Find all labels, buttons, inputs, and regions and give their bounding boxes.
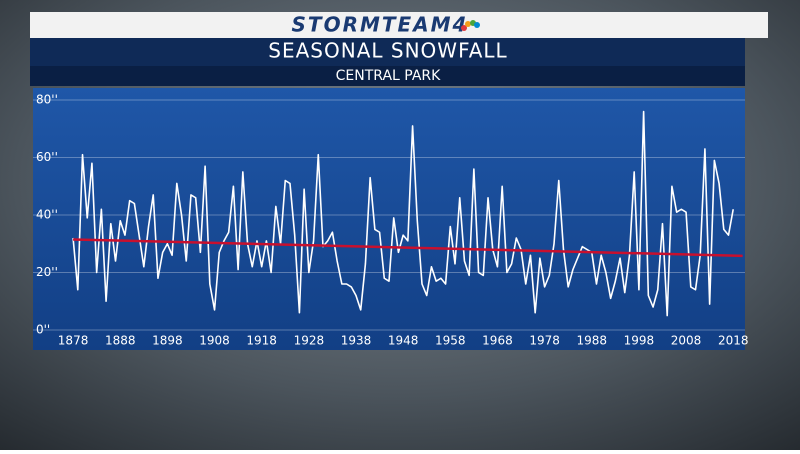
chart-title: SEASONAL SNOWFALL [268,39,507,63]
x-tick-label: 1928 [294,334,325,348]
y-tick-label: 80'' [36,93,58,107]
brand-bar [30,12,768,38]
y-tick-label: 0'' [36,323,50,337]
data-line [72,110,734,317]
x-tick-label: 1968 [482,334,513,348]
peacock-logo [461,20,480,31]
x-tick-label: 1948 [388,334,419,348]
x-tick-label: 2018 [718,334,749,348]
x-tick-label: 1918 [246,334,277,348]
x-tick-label: 1888 [105,334,136,348]
title-band [30,38,745,66]
x-tick-label: 2008 [671,334,702,348]
brand: STORMTEAM4 [292,13,469,37]
y-tick-label: 60'' [36,150,58,164]
x-tick-label: 1998 [624,334,655,348]
x-tick-label: 1878 [58,334,89,348]
x-tick-label: 1938 [341,334,372,348]
plot-area [33,88,745,350]
x-tick-label: 1978 [529,334,560,348]
chart-subtitle: CENTRAL PARK [336,68,441,84]
y-tick-label: 40'' [36,208,58,222]
trend-line [73,238,743,258]
x-tick-label: 1958 [435,334,466,348]
x-tick-label: 1988 [576,334,607,348]
subtitle-band [30,66,745,86]
y-tick-label: 20'' [36,265,58,279]
x-tick-label: 1908 [199,334,230,348]
x-tick-label: 1898 [152,334,183,348]
